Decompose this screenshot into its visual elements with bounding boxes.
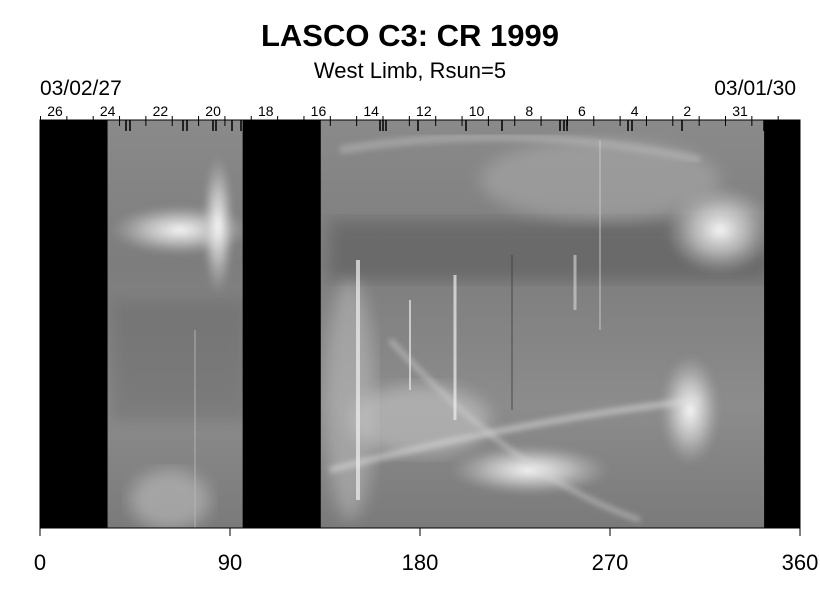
day-label: 20 [205,103,221,119]
day-label: 26 [47,103,63,119]
day-label: 24 [100,103,116,119]
data-gap-2 [764,120,800,528]
day-label: 6 [578,103,586,119]
end-date-label: 03/01/30 [714,77,796,100]
day-axis: 26 24 22 20 18 16 14 12 10 8 6 4 2 31 [40,103,800,131]
x-tick-label: 180 [402,550,439,575]
longitude-axis: 0 90 180 270 360 [34,528,818,575]
data-gap-0 [40,120,108,528]
start-date-label: 03/02/27 [40,77,122,100]
x-tick-label: 360 [782,550,819,575]
x-tick-label: 0 [34,550,46,575]
plot-subtitle: West Limb, Rsun=5 [313,58,507,83]
x-tick-label: 90 [218,550,242,575]
coronal-image [40,120,800,528]
day-label: 8 [525,103,533,119]
x-tick-label: 270 [592,550,629,575]
day-label: 10 [469,103,485,119]
data-gap-1 [242,120,321,528]
day-label: 16 [311,103,327,119]
day-label: 2 [683,103,691,119]
day-label: 18 [258,103,274,119]
plot-title: LASCO C3: CR 1999 [260,18,560,53]
day-label: 14 [363,103,379,119]
day-label: 31 [732,103,748,119]
day-label: 22 [153,103,169,119]
day-label: 4 [631,103,639,119]
day-label: 12 [416,103,432,119]
data-gaps [40,120,800,528]
